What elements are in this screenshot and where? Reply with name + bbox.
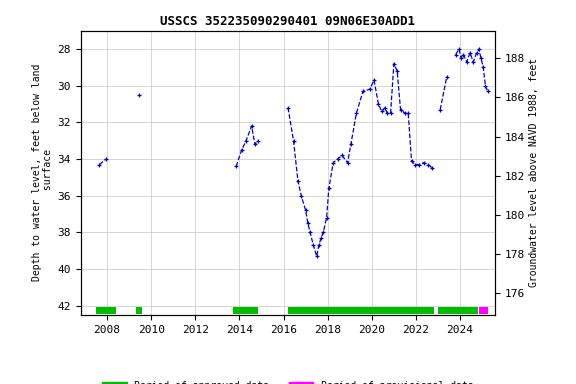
Y-axis label: Groundwater level above NAVD 1988, feet: Groundwater level above NAVD 1988, feet (529, 58, 540, 287)
Bar (288, 307, 434, 313)
Title: USSCS 352235090290401 09N06E30ADD1: USSCS 352235090290401 09N06E30ADD1 (161, 15, 415, 28)
Bar (479, 307, 488, 313)
Legend: Period of approved data, Period of provisional data: Period of approved data, Period of provi… (98, 377, 478, 384)
Y-axis label: Depth to water level, feet below land
 surface: Depth to water level, feet below land su… (32, 64, 53, 281)
Bar (136, 307, 142, 313)
Bar (233, 307, 258, 313)
Bar (96, 307, 116, 313)
Bar (438, 307, 478, 313)
